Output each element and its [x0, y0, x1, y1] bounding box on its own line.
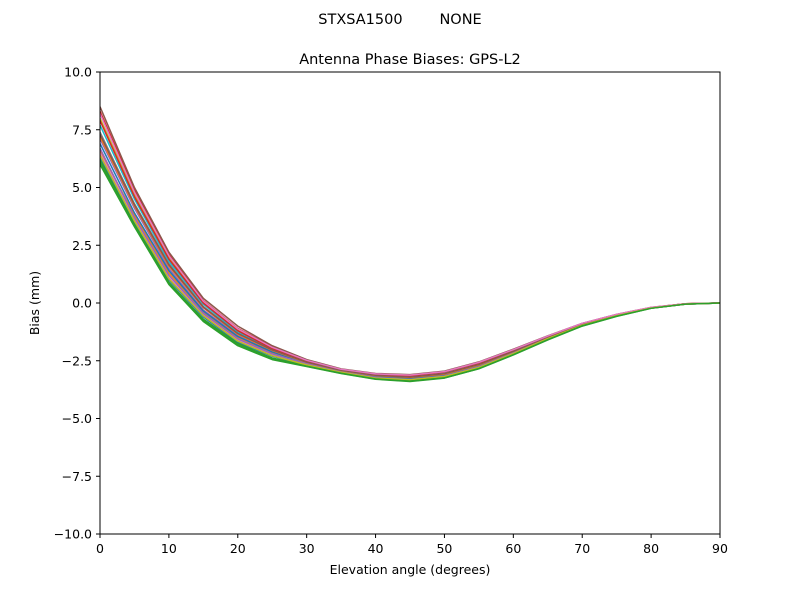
y-tick-label: −2.5: [62, 353, 92, 368]
x-tick-label: 60: [505, 541, 521, 556]
x-tick-label: 50: [436, 541, 452, 556]
x-tick-label: 40: [368, 541, 384, 556]
series-line-19: [100, 161, 720, 382]
chart-suptitle: STXSA1500 NONE: [318, 12, 481, 28]
y-tick-label: 5.0: [72, 180, 92, 195]
x-tick-label: 80: [643, 541, 659, 556]
series-line-17: [100, 113, 720, 376]
series-group: [100, 106, 720, 383]
x-tick-label: 30: [299, 541, 315, 556]
x-axis: 0 10 20 30 40 50 60 70 80 90: [96, 534, 728, 556]
x-tick-label: 90: [712, 541, 728, 556]
y-tick-label: 2.5: [72, 238, 92, 253]
x-tick-label: 10: [161, 541, 177, 556]
y-tick-label: −7.5: [62, 469, 92, 484]
x-tick-label: 20: [230, 541, 246, 556]
y-tick-label: −5.0: [62, 411, 92, 426]
x-tick-label: 70: [574, 541, 590, 556]
chart-title: Antenna Phase Biases: GPS-L2: [299, 52, 521, 68]
y-tick-label: 0.0: [72, 296, 92, 311]
y-tick-label: −10.0: [54, 527, 92, 542]
x-tick-label: 0: [96, 541, 104, 556]
y-tick-label: 7.5: [72, 122, 92, 137]
x-axis-label: Elevation angle (degrees): [330, 562, 491, 577]
y-axis: −10.0 −7.5 −5.0 −2.5 0.0 2.5 5.0 7.5 10.0: [54, 65, 100, 542]
y-axis-label: Bias (mm): [27, 271, 42, 335]
y-tick-label: 10.0: [64, 65, 92, 80]
